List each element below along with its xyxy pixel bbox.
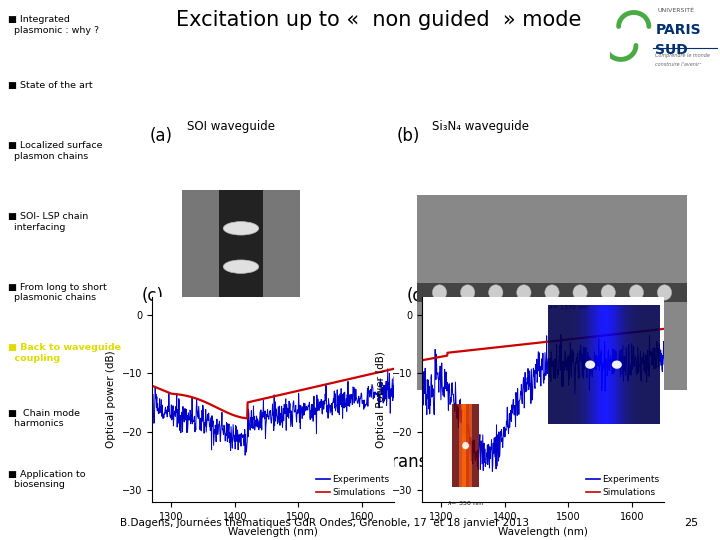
Experiments (488, 468, 497, 475)
Text: ■ Localized surface
  plasmon chains: ■ Localized surface plasmon chains (8, 141, 102, 161)
Text: ■ Integrated
  plasmonic : why ?: ■ Integrated plasmonic : why ? (8, 15, 99, 35)
Experiments (329, 399, 338, 405)
Text: ■ Back to waveguide
  coupling: ■ Back to waveguide coupling (8, 343, 121, 363)
Text: UNIVERSITÉ: UNIVERSITÉ (657, 8, 695, 12)
Text: Comprendre le monde: Comprendre le monde (655, 53, 710, 58)
Text: 150 nm: 150 nm (168, 320, 197, 329)
Ellipse shape (629, 285, 644, 300)
Experiments (307, 415, 316, 421)
Simulations (598, 333, 607, 339)
Simulations (455, 348, 464, 355)
Ellipse shape (223, 336, 258, 350)
Line: Simulations: Simulations (415, 329, 664, 361)
Simulations (205, 401, 214, 407)
Simulations (185, 393, 194, 400)
Simulations (307, 384, 316, 391)
Experiments (254, 418, 263, 425)
Experiments (559, 358, 567, 365)
Legend: Experiments, Simulations: Experiments, Simulations (316, 475, 390, 497)
Text: Si₃N₄ waveguide: Si₃N₄ waveguide (432, 120, 529, 133)
Text: SUD: SUD (655, 43, 688, 57)
Simulations (475, 346, 484, 353)
Experiments (557, 332, 565, 338)
Ellipse shape (601, 285, 616, 300)
Text: →  appears on transmission curve: → appears on transmission curve (262, 453, 543, 471)
Experiments (475, 437, 484, 444)
Ellipse shape (517, 285, 531, 300)
Line: Experiments: Experiments (415, 335, 664, 471)
Ellipse shape (432, 285, 446, 300)
Experiments (141, 389, 150, 396)
Experiments (411, 366, 420, 372)
Text: $\lambda$= 1370 nm: $\lambda$= 1370 nm (548, 303, 588, 311)
Experiments (185, 416, 194, 423)
Bar (264, 190, 300, 420)
Line: Experiments: Experiments (145, 369, 394, 455)
Experiments (455, 397, 464, 403)
Text: construire l'avenir²: construire l'avenir² (655, 62, 701, 67)
Ellipse shape (545, 285, 559, 300)
Text: (a): (a) (150, 127, 173, 145)
Bar (219, 190, 264, 420)
Simulations (390, 366, 398, 372)
Simulations (558, 337, 567, 343)
Ellipse shape (223, 221, 258, 235)
Text: ←150nm: ←150nm (546, 349, 582, 358)
Line: Simulations: Simulations (145, 369, 394, 419)
Text: (c): (c) (142, 287, 164, 305)
Text: ■ SOI- LSP chain
  interfacing: ■ SOI- LSP chain interfacing (8, 212, 88, 232)
Simulations (243, 415, 251, 422)
Simulations (288, 389, 297, 395)
Simulations (411, 358, 420, 365)
Ellipse shape (223, 260, 258, 273)
Experiments (384, 366, 392, 372)
Legend: Experiments, Simulations: Experiments, Simulations (586, 475, 660, 497)
Text: 25: 25 (684, 518, 698, 528)
Ellipse shape (657, 285, 672, 300)
Bar (417, 283, 687, 302)
Experiments (390, 374, 398, 380)
Experiments (288, 423, 297, 430)
Simulations (329, 380, 338, 386)
Experiments (660, 361, 668, 368)
Experiments (578, 373, 587, 380)
Experiments (599, 366, 608, 372)
Simulations (141, 380, 150, 386)
Ellipse shape (223, 298, 258, 312)
Text: ■ State of the art: ■ State of the art (8, 81, 93, 90)
Simulations (577, 335, 586, 341)
Y-axis label: Optical power (dB): Optical power (dB) (107, 350, 116, 448)
Ellipse shape (460, 285, 474, 300)
Text: (d): (d) (407, 287, 431, 305)
Text: ■  Chain mode
  harmonics: ■ Chain mode harmonics (8, 409, 80, 428)
Text: Excitation up to «  non guided  » mode: Excitation up to « non guided » mode (176, 10, 582, 30)
X-axis label: Wavelength (nm): Wavelength (nm) (498, 527, 588, 537)
Ellipse shape (489, 285, 503, 300)
Ellipse shape (223, 375, 258, 388)
Text: ■ From long to short
  plasmonic chains: ■ From long to short plasmonic chains (8, 283, 107, 302)
Simulations (523, 341, 532, 347)
Text: PARIS: PARIS (655, 23, 701, 37)
Text: (b): (b) (397, 127, 420, 145)
Text: ■ Application to
  biosensing: ■ Application to biosensing (8, 470, 86, 489)
Text: B.Dagens, Journées thématiques GdR Ondes, Grenoble, 17  et 18 janvier 2013: B.Dagens, Journées thématiques GdR Ondes… (120, 518, 528, 528)
Experiments (524, 374, 533, 381)
Ellipse shape (573, 285, 588, 300)
Y-axis label: Optical Power (dB): Optical Power (dB) (377, 351, 386, 448)
Text: SOI waveguide: SOI waveguide (187, 120, 275, 133)
Experiments (240, 452, 249, 458)
Experiments (205, 423, 214, 430)
Bar (182, 190, 219, 420)
X-axis label: Wavelength (nm): Wavelength (nm) (228, 527, 318, 537)
Simulations (254, 397, 263, 403)
Simulations (660, 326, 668, 332)
